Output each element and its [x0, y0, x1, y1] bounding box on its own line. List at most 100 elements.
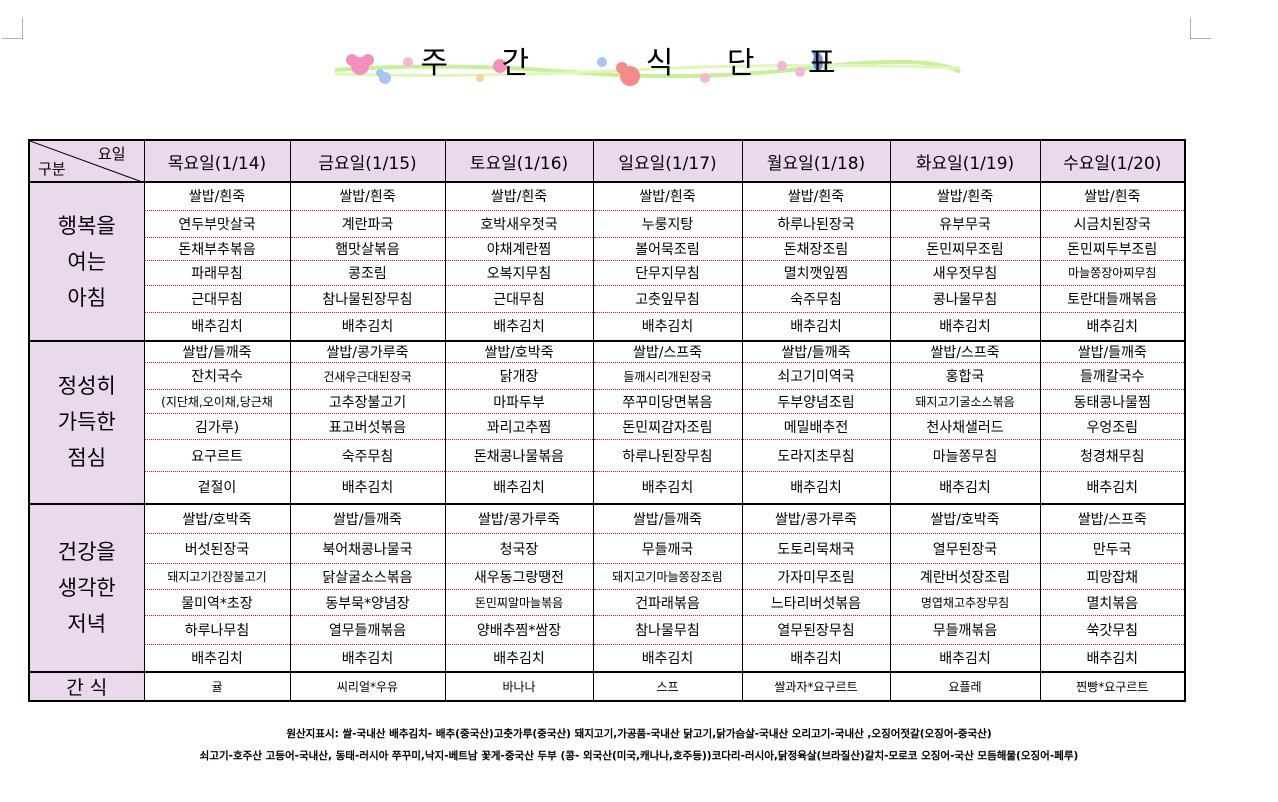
menu-item: 피망잡채: [1039, 563, 1186, 590]
page-corner-mark: [2, 18, 23, 39]
menu-item: 토란대들깨볶음: [1039, 285, 1186, 313]
menu-item: 우엉조림: [1039, 413, 1186, 440]
menu-item: 청국장: [444, 533, 594, 564]
menu-item: 배추김치: [592, 312, 743, 342]
menu-item: 마늘쫑장아찌무침: [1039, 260, 1186, 286]
menu-item: 버섯된장국: [143, 533, 291, 564]
menu-item: 하루나무침: [143, 615, 291, 645]
menu-item: 돈민찌무조림: [889, 237, 1041, 261]
menu-item: 배추김치: [1039, 644, 1186, 673]
menu-item: 양배추찜*쌈장: [444, 615, 594, 645]
menu-item: 근대무침: [444, 285, 594, 313]
dinner-row: 배추김치 배추김치 배추김치 배추김치 배추김치 배추김치 배추김치: [29, 644, 1186, 673]
page-corner-mark: [1190, 18, 1211, 39]
menu-item: 돈민찌감자조림: [592, 413, 743, 440]
snack-item: 스프: [592, 670, 743, 701]
day-header: 금요일(1/15): [289, 139, 446, 183]
menu-item: 쌀밥/콩가루죽: [289, 341, 446, 363]
day-header: 토요일(1/16): [444, 139, 594, 183]
menu-item: 쌀밥/스프죽: [1039, 503, 1186, 534]
menu-item: 연두부맛살국: [143, 210, 291, 238]
menu-item: 두부양념조림: [741, 389, 891, 414]
meal-label-line: 생각한: [57, 575, 116, 600]
snack-item: 씨리얼*우유: [289, 670, 446, 701]
header-corner-cell: 요일 구분: [28, 139, 145, 183]
menu-item: 배추김치: [741, 312, 891, 342]
day-header: 월요일(1/18): [741, 139, 891, 183]
menu-item: 쌀밥/들깨죽: [741, 341, 891, 363]
menu-item: 유부무국: [889, 210, 1041, 238]
menu-item: 쌀밥/들깨죽: [289, 503, 446, 534]
snack-row: 간 식 귤 씨리얼*우유 바나나 스프 쌀과자*요구르트 요플레 찐빵*요구르트: [28, 670, 1186, 702]
breakfast-row: 근대무침 참나물된장무침 근대무침 고춧잎무침 숙주무침 콩나물무침 토란대들깨볶음: [29, 285, 1186, 313]
menu-item: (지단채,오이채,당근채: [143, 389, 291, 414]
menu-item: 쌀밥/들깨죽: [1039, 341, 1186, 363]
menu-item: 쌀밥/흰죽: [444, 182, 594, 211]
day-header: 수요일(1/20): [1039, 139, 1186, 183]
menu-item: 잔치국수: [143, 362, 291, 390]
menu-item: 배추김치: [1039, 312, 1186, 342]
menu-item: 만두국: [1039, 533, 1186, 564]
menu-item: 도라지초무침: [741, 439, 891, 472]
menu-item: 멸치깻잎찜: [741, 260, 891, 286]
dinner-row: 돼지고기간장불고기 닭살굴소스볶음 새우동그랑땡전 돼지고기마늘쫑장조림 가자미무조림 계…: [29, 563, 1186, 590]
menu-item: 배추김치: [444, 312, 594, 342]
menu-item: 하루나된장무침: [592, 439, 743, 472]
menu-item: 쌀밥/들깨죽: [592, 503, 743, 534]
breakfast-row: 행복을 여는 아침 쌀밥/흰죽 쌀밥/흰죽 쌀밥/흰죽 쌀밥/흰죽 쌀밥/흰죽 쌀밥/흰죽 쌀밥/…: [28, 181, 1186, 342]
menu-item: 배추김치: [741, 471, 891, 505]
day-header: 목요일(1/14): [143, 139, 291, 183]
menu-item: 계란버섯장조림: [889, 563, 1041, 590]
menu-item: 돈채부추볶음: [143, 237, 291, 261]
menu-item: 계란파국: [289, 210, 446, 238]
menu-item: 열무들깨볶음: [289, 615, 446, 645]
dinner-row: 버섯된장국 북어채콩나물국 청국장 무들깨국 도토리묵채국 열무된장국 만두국: [29, 533, 1186, 564]
lunch-row: 정성히 가득한 점심 쌀밥/들깨죽 쌀밥/콩가루죽 쌀밥/호박죽 쌀밥/스프죽 쌀밥/들깨죽 쌀…: [28, 340, 1186, 505]
menu-item: 근대무침: [143, 285, 291, 313]
meal-label-line: 점심: [67, 446, 107, 471]
breakfast-row: 연두부맛살국 계란파국 호박새우젓국 누룽지탕 하루나된장국 유부무국 시금치된장국: [29, 210, 1186, 238]
menu-item: 마늘쫑무침: [889, 439, 1041, 472]
menu-item: 물미역*초장: [143, 589, 291, 616]
menu-item: 돼지고기간장불고기: [143, 563, 291, 590]
menu-item: 쌀밥/호박죽: [143, 503, 291, 534]
meal-label-line: 행복을: [57, 213, 116, 238]
meal-label-line: 아침: [67, 285, 107, 310]
menu-item: 시금치된장국: [1039, 210, 1186, 238]
menu-item: 오복지무침: [444, 260, 594, 286]
menu-item: 배추김치: [889, 312, 1041, 342]
corner-day-label: 요일: [97, 145, 126, 163]
menu-item: 무들깨볶음: [889, 615, 1041, 645]
day-header: 일요일(1/17): [592, 139, 743, 183]
menu-item: 숙주무침: [289, 439, 446, 472]
menu-item: 배추김치: [1039, 471, 1186, 505]
menu-item: 쌀밥/흰죽: [143, 182, 291, 211]
menu-item: 호박새우젓국: [444, 210, 594, 238]
meal-label-line: 가득한: [57, 410, 116, 435]
menu-item: 쑥갓무침: [1039, 615, 1186, 645]
menu-item: 들깨칼국수: [1039, 362, 1186, 390]
menu-item: 야채계란찜: [444, 237, 594, 261]
day-header: 화요일(1/19): [889, 139, 1041, 183]
menu-item: 닭살굴소스볶음: [289, 563, 446, 590]
menu-item: 쌀밥/흰죽: [289, 182, 446, 211]
header-row: 요일 구분 목요일(1/14) 금요일(1/15) 토요일(1/16) 일요일(1/1…: [28, 139, 1186, 183]
menu-item: 동태콩나물찜: [1039, 389, 1186, 414]
menu-item: 건새우근대된장국: [289, 362, 446, 390]
menu-item: 요구르트: [143, 439, 291, 472]
menu-item: 누룽지탕: [592, 210, 743, 238]
menu-item: 닭개장: [444, 362, 594, 390]
menu-item: 배추김치: [592, 471, 743, 505]
menu-item: 쌀밥/흰죽: [1039, 182, 1186, 211]
menu-item: 배추김치: [289, 312, 446, 342]
menu-item: 명엽채고추장무침: [889, 589, 1041, 616]
menu-item: 무들깨국: [592, 533, 743, 564]
menu-item: 고추장불고기: [289, 389, 446, 414]
menu-item: 하루나된장국: [741, 210, 891, 238]
menu-item: 배추김치: [143, 644, 291, 673]
menu-item: 겉절이: [143, 471, 291, 505]
snack-item: 귤: [143, 670, 291, 701]
menu-item: 배추김치: [143, 312, 291, 342]
menu-item: 배추김치: [889, 471, 1041, 505]
menu-item: 돼지고기마늘쫑장조림: [592, 563, 743, 590]
